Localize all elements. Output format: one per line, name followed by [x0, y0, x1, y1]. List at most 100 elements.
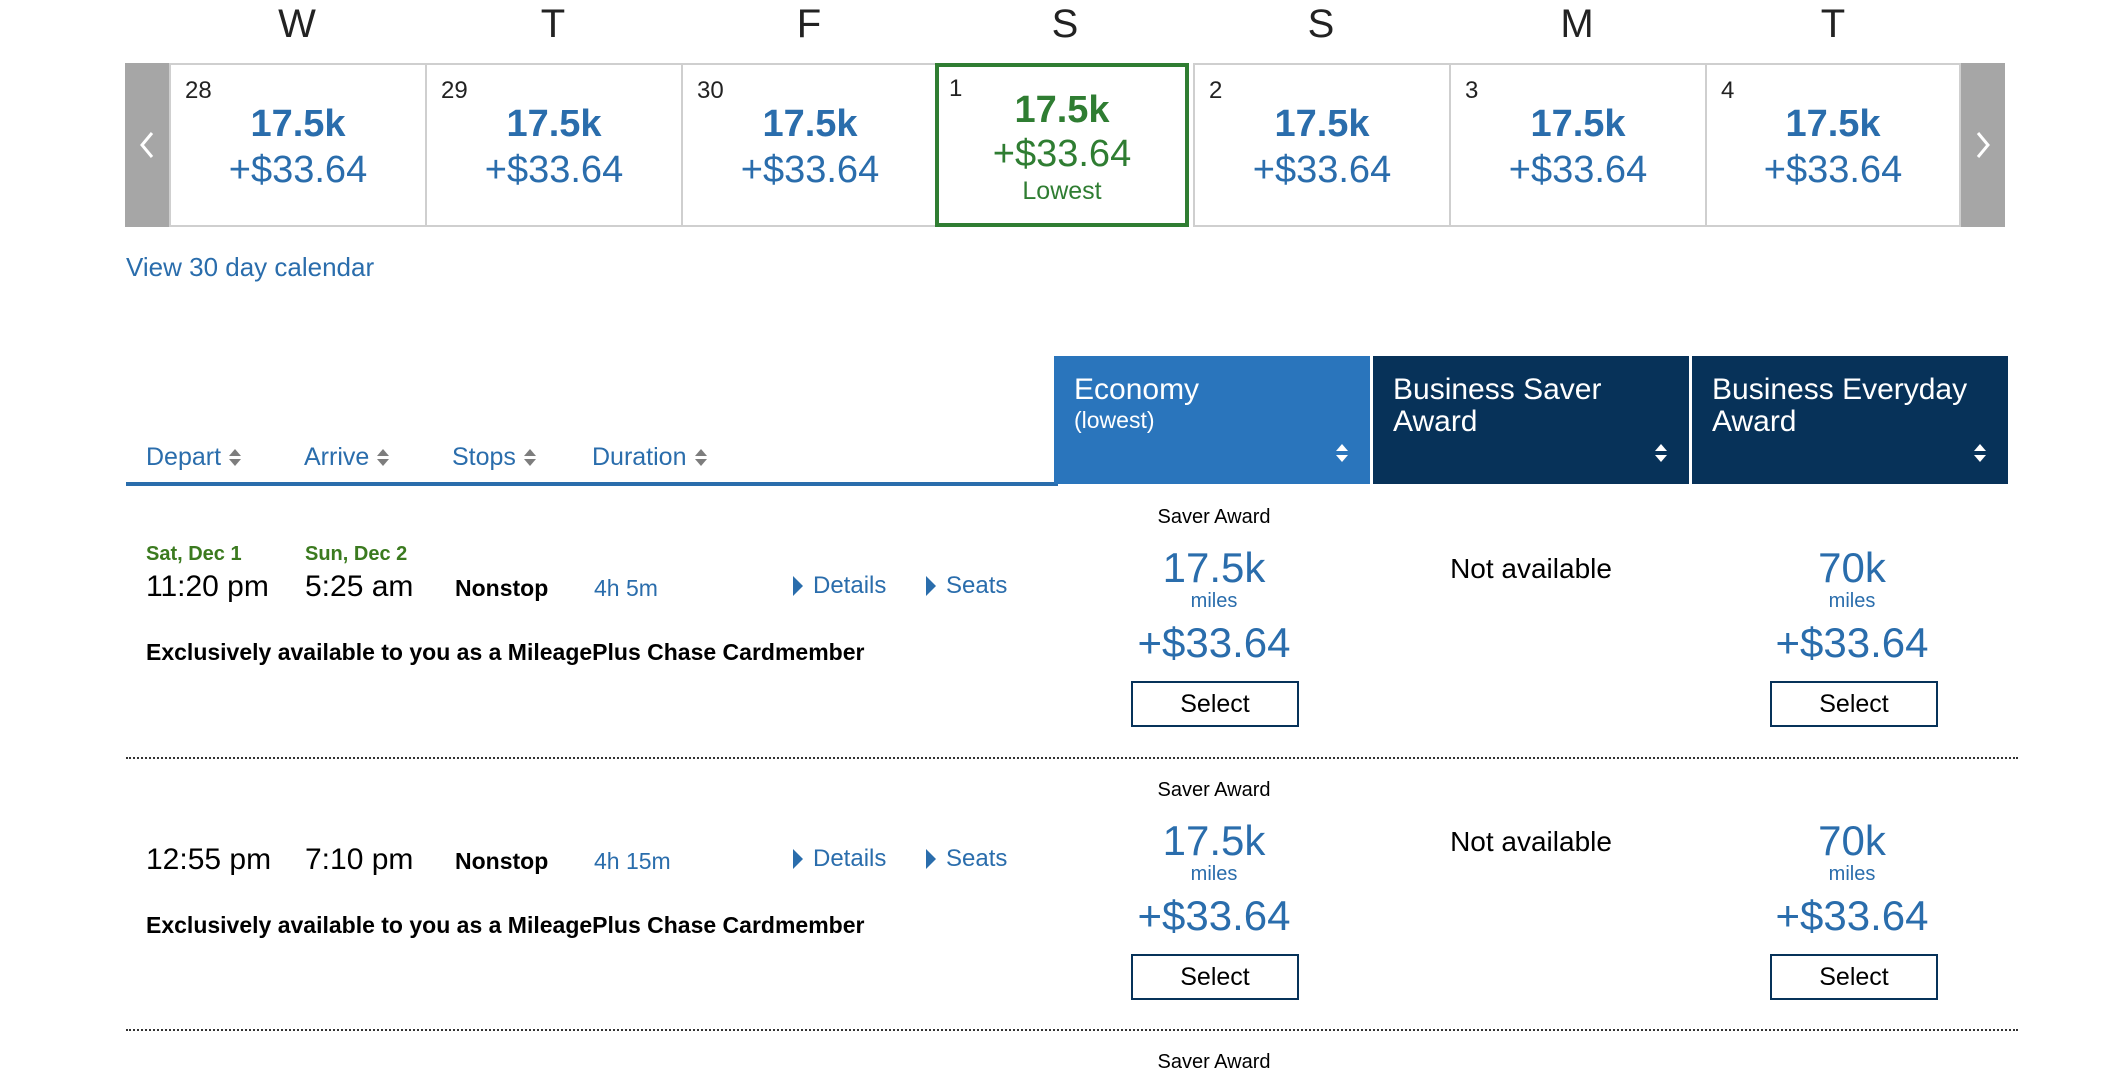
sort-icon	[523, 449, 536, 466]
calendar-day[interactable]: 4 17.5k +$33.64	[1705, 63, 1961, 227]
seats-label: Seats	[946, 845, 1008, 872]
depart-date: Sat, Dec 1	[146, 543, 242, 565]
seats-label: Seats	[946, 572, 1008, 599]
arrive-time: 5:25 am	[305, 570, 414, 603]
calendar-day[interactable]: 29 17.5k +$33.64	[425, 63, 681, 227]
duration: 4h 5m	[594, 575, 658, 601]
fare-header-business-saver[interactable]: Business Saver Award	[1373, 356, 1689, 484]
day-number: 29	[441, 77, 468, 104]
fare-header-business-everyday[interactable]: Business Everyday Award	[1692, 356, 2008, 484]
dow-label: F	[796, 2, 822, 46]
dow-label: S	[1051, 2, 1079, 46]
saver-award-label: Saver Award	[1157, 1051, 1271, 1073]
saver-award-label: Saver Award	[1157, 506, 1271, 528]
caret-right-icon	[793, 849, 803, 869]
sort-duration-label: Duration	[592, 443, 687, 471]
stops: Nonstop	[455, 848, 549, 874]
economy-price: +$33.64	[1137, 892, 1291, 939]
arrive-time: 7:10 pm	[305, 843, 414, 876]
sort-icon	[1336, 444, 1348, 462]
calendar-day[interactable]: 3 17.5k +$33.64	[1449, 63, 1705, 227]
day-number: 2	[1209, 77, 1223, 104]
day-price: +$33.64	[740, 149, 880, 191]
stops: Nonstop	[455, 575, 549, 601]
depart-time: 11:20 pm	[146, 570, 269, 603]
fare-header-economy[interactable]: Economy (lowest)	[1054, 356, 1370, 484]
day-price: +$33.64	[1508, 149, 1648, 191]
select-economy-button[interactable]: Select	[1131, 681, 1299, 727]
day-miles: 17.5k	[250, 103, 346, 145]
day-number: 3	[1465, 77, 1479, 104]
economy-price: +$33.64	[1137, 619, 1291, 666]
calendar-day[interactable]: 30 17.5k +$33.64	[681, 63, 937, 227]
business-everyday-price: +$33.64	[1775, 892, 1929, 939]
chevron-left-icon	[140, 132, 154, 158]
dow-label: W	[278, 2, 316, 46]
sort-duration[interactable]: Duration	[592, 443, 707, 472]
economy-miles-unit: miles	[1190, 590, 1238, 612]
row-divider	[126, 1029, 2018, 1031]
calendar-day[interactable]: 28 17.5k +$33.64	[169, 63, 425, 227]
caret-right-icon	[926, 849, 936, 869]
sort-arrive[interactable]: Arrive	[304, 443, 390, 472]
sort-bar-underline	[126, 482, 1058, 486]
sort-icon	[229, 449, 242, 466]
select-economy-button[interactable]: Select	[1131, 954, 1299, 1000]
fare-header-title-line2: Award	[1393, 405, 1478, 438]
select-business-everyday-button[interactable]: Select	[1770, 954, 1938, 1000]
seats-link[interactable]: Seats	[926, 572, 1007, 600]
economy-miles: 17.5k	[1162, 544, 1266, 591]
day-miles: 17.5k	[1530, 103, 1626, 145]
business-saver-not-available: Not available	[1450, 553, 1612, 584]
sort-depart-label: Depart	[146, 443, 222, 471]
saver-award-label: Saver Award	[1157, 779, 1271, 801]
details-link[interactable]: Details	[793, 845, 886, 873]
fare-header-title-line2: Award	[1712, 405, 1797, 438]
cardmember-note: Exclusively available to you as a Mileag…	[146, 639, 865, 665]
day-price: +$33.64	[1763, 149, 1903, 191]
dow-label: S	[1307, 2, 1335, 46]
sort-stops[interactable]: Stops	[452, 443, 536, 472]
day-number: 4	[1721, 77, 1735, 104]
day-miles: 17.5k	[762, 103, 858, 145]
duration: 4h 15m	[594, 848, 671, 874]
day-number: 1	[949, 75, 963, 102]
day-number: 28	[185, 77, 212, 104]
cardmember-note: Exclusively available to you as a Mileag…	[146, 912, 865, 938]
economy-miles-unit: miles	[1190, 863, 1238, 885]
day-miles: 17.5k	[1274, 103, 1370, 145]
caret-right-icon	[926, 576, 936, 596]
select-business-everyday-button[interactable]: Select	[1770, 681, 1938, 727]
sort-arrive-label: Arrive	[304, 443, 370, 471]
business-everyday-miles: 70k	[1818, 544, 1886, 591]
business-everyday-miles-unit: miles	[1828, 863, 1876, 885]
sort-depart[interactable]: Depart	[146, 443, 242, 472]
details-link[interactable]: Details	[793, 572, 886, 600]
calendar-day[interactable]: 2 17.5k +$33.64	[1193, 63, 1449, 227]
next-week-button[interactable]	[1961, 63, 2005, 227]
economy-miles: 17.5k	[1162, 817, 1266, 864]
depart-time: 12:55 pm	[146, 843, 272, 876]
details-label: Details	[813, 845, 887, 872]
day-number: 30	[697, 77, 724, 104]
chevron-right-icon	[1976, 132, 1990, 158]
seats-link[interactable]: Seats	[926, 845, 1007, 873]
caret-right-icon	[793, 576, 803, 596]
business-everyday-miles-unit: miles	[1828, 590, 1876, 612]
sort-icon	[694, 449, 707, 466]
day-miles: 17.5k	[1785, 103, 1881, 145]
business-everyday-price: +$33.64	[1775, 619, 1929, 666]
view-30-day-calendar-link[interactable]: View 30 day calendar	[126, 252, 375, 282]
dow-label: T	[540, 2, 566, 46]
fare-header-title: Business Everyday	[1712, 373, 1968, 406]
dow-label: T	[1820, 2, 1846, 46]
sort-icon	[1974, 444, 1986, 462]
fare-header-title: Business Saver	[1393, 373, 1602, 406]
calendar-day-selected[interactable]: 1 17.5k +$33.64 Lowest	[935, 63, 1189, 227]
details-label: Details	[813, 572, 887, 599]
business-everyday-miles: 70k	[1818, 817, 1886, 864]
fare-header-subtitle: (lowest)	[1074, 407, 1155, 433]
prev-week-button[interactable]	[125, 63, 169, 227]
day-miles: 17.5k	[506, 103, 602, 145]
day-price: +$33.64	[1252, 149, 1392, 191]
